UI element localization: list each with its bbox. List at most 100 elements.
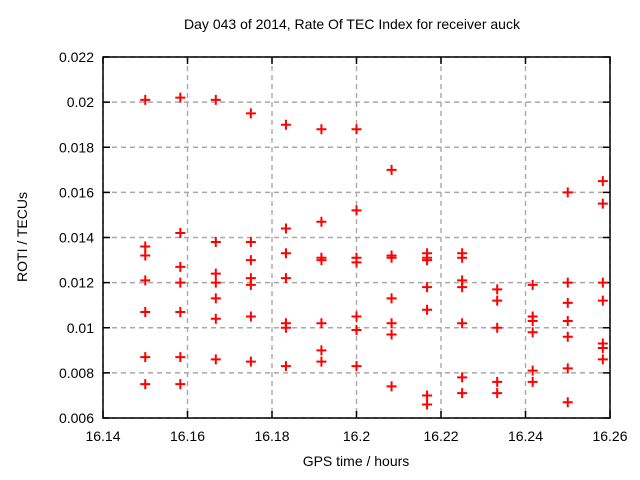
tick-labels: 16.14 16.16 16.18 16.2 16.22 16.24 16.26 0.006 0… (59, 49, 628, 444)
data-point (562, 331, 573, 342)
data-point (562, 363, 573, 374)
data-point (386, 329, 397, 340)
y-tick-label: 0.006 (59, 410, 94, 426)
data-point (457, 318, 468, 329)
data-point (140, 241, 151, 252)
y-tick-label: 0.02 (67, 94, 94, 110)
data-point (386, 164, 397, 175)
data-point (140, 250, 151, 261)
y-tick-label: 0.016 (59, 184, 94, 200)
data-point (457, 282, 468, 293)
x-tick-label: 16.14 (85, 428, 120, 444)
data-point (422, 399, 433, 410)
data-point (351, 325, 362, 336)
data-point (316, 345, 327, 356)
x-tick-label: 16.24 (508, 428, 543, 444)
data-point (562, 187, 573, 198)
y-tick-label: 0.012 (59, 275, 94, 291)
data-point (597, 354, 608, 365)
data-point (316, 255, 327, 266)
data-point (351, 205, 362, 216)
data-point (562, 397, 573, 408)
data-point (527, 376, 538, 387)
data-point (140, 306, 151, 317)
data-point (175, 277, 186, 288)
data-point (210, 237, 221, 248)
data-point (457, 372, 468, 383)
data-point (527, 365, 538, 376)
data-point (140, 94, 151, 105)
data-point (280, 322, 291, 333)
data-point (351, 361, 362, 372)
data-point (351, 257, 362, 268)
data-point (422, 390, 433, 401)
data-point (422, 255, 433, 266)
y-tick-label: 0.008 (59, 365, 94, 381)
y-tick-label: 0.014 (59, 230, 94, 246)
plot-border (102, 56, 611, 419)
data-point (386, 318, 397, 329)
data-point (422, 304, 433, 315)
data-point (175, 92, 186, 103)
data-point (457, 388, 468, 399)
data-point (562, 297, 573, 308)
data-point (597, 277, 608, 288)
data-point (175, 261, 186, 272)
data-point (492, 295, 503, 306)
data-point (245, 255, 256, 266)
data-point (280, 223, 291, 234)
data-point (597, 198, 608, 209)
data-point (140, 379, 151, 390)
data-point (351, 124, 362, 135)
data-point (210, 354, 221, 365)
x-tick-label: 16.16 (170, 428, 205, 444)
data-point (280, 361, 291, 372)
data-point (140, 275, 151, 286)
data-point (527, 315, 538, 326)
data-point (175, 306, 186, 317)
y-tick-label: 0.01 (67, 320, 94, 336)
data-point (316, 318, 327, 329)
data-point (280, 119, 291, 130)
data-point (492, 376, 503, 387)
x-tick-label: 16.18 (254, 428, 289, 444)
data-point (457, 252, 468, 263)
x-axis-title: GPS time / hours (303, 453, 410, 469)
data-point (175, 379, 186, 390)
data-point (422, 282, 433, 293)
data-point (140, 352, 151, 363)
data-point (210, 277, 221, 288)
data-point (210, 293, 221, 304)
data-point (492, 322, 503, 333)
data-point (562, 315, 573, 326)
data-point (210, 268, 221, 279)
y-tick-label: 0.018 (59, 139, 94, 155)
x-tick-label: 16.26 (592, 428, 627, 444)
data-point (351, 311, 362, 322)
data-point (280, 273, 291, 284)
data-point (597, 295, 608, 306)
data-point (316, 216, 327, 227)
data-point (245, 356, 256, 367)
data-point (245, 108, 256, 119)
x-tick-label: 16.2 (343, 428, 370, 444)
data-point (175, 227, 186, 238)
data-point (210, 313, 221, 324)
data-point (245, 237, 256, 248)
data-point (280, 248, 291, 259)
data-points (140, 92, 608, 410)
data-point (386, 252, 397, 263)
data-point (562, 277, 573, 288)
data-point (210, 94, 221, 105)
y-axis-title: ROTI / TECUs (14, 192, 30, 282)
data-point (527, 279, 538, 290)
data-point (386, 381, 397, 392)
data-point (245, 279, 256, 290)
data-point (175, 352, 186, 363)
chart-title: Day 043 of 2014, Rate Of TEC Index for r… (184, 16, 521, 32)
data-point (597, 343, 608, 354)
data-point (492, 388, 503, 399)
data-point (316, 124, 327, 135)
